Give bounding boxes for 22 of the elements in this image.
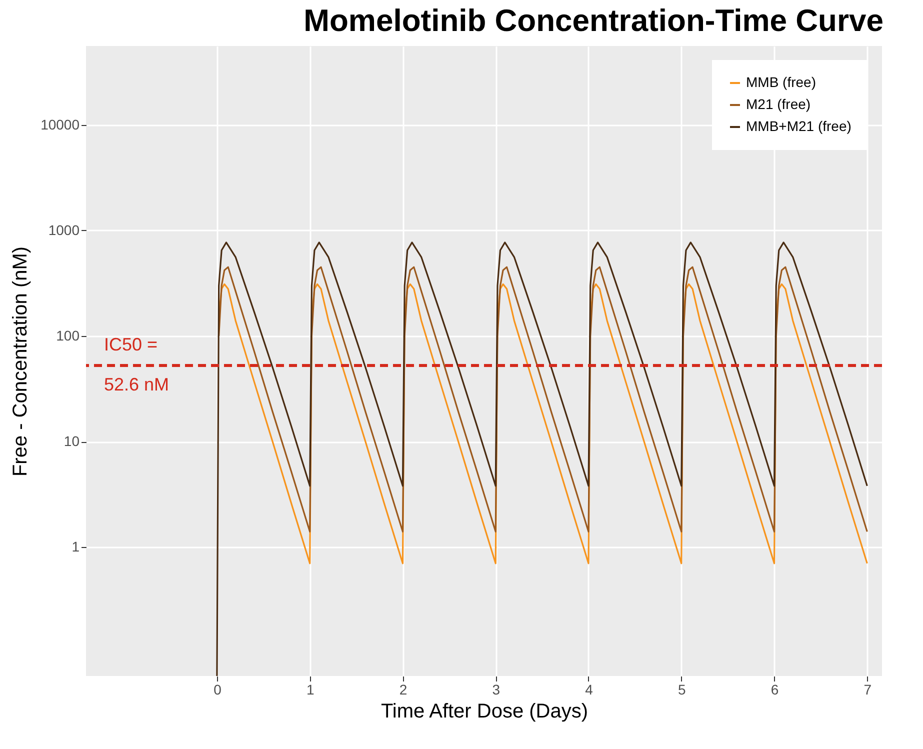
x-tick-label: 5	[678, 682, 686, 698]
chart-title: Momelotinib Concentration-Time Curve	[304, 3, 884, 38]
legend-label: MMB+M21 (free)	[746, 118, 852, 134]
line-series	[218, 266, 868, 532]
legend-label: M21 (free)	[746, 96, 811, 112]
line-series	[216, 242, 868, 676]
x-tick-label: 0	[214, 682, 222, 698]
y-tick-label: 10	[64, 433, 80, 450]
y-tick-label: 1	[72, 538, 80, 555]
legend-label: MMB (free)	[746, 74, 816, 90]
x-tick-label: 3	[492, 682, 500, 698]
y-tick-label: 1000	[48, 222, 80, 238]
y-tick-label: 10000	[40, 116, 80, 132]
x-tick-label: 2	[399, 682, 408, 698]
y-tick-label: 100	[56, 328, 80, 344]
x-axis-title: Time After Dose (Days)	[380, 700, 588, 722]
ref-line-label: IC50 = 52.6 nM	[104, 334, 170, 394]
x-tick-label: 7	[864, 682, 872, 698]
x-tick-label: 1	[306, 682, 314, 698]
y-axis-title: Free - Concentration (nM)	[10, 246, 32, 477]
x-tick-label: 4	[585, 682, 594, 698]
x-tick-label: 6	[770, 682, 779, 698]
